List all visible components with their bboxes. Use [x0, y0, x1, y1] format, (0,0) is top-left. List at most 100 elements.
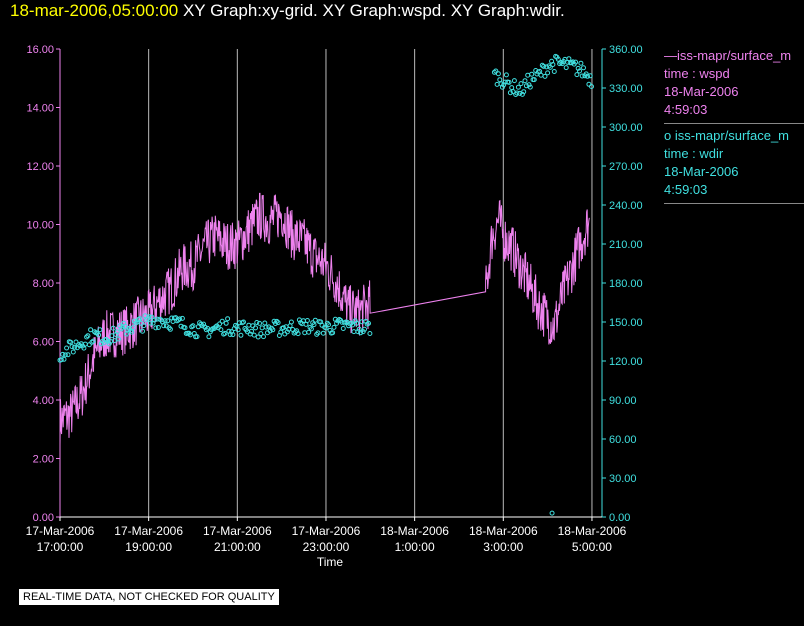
wdir-point — [88, 327, 94, 333]
wdir-point — [153, 325, 159, 331]
right-tick-label: 120.00 — [609, 356, 643, 368]
wdir-point — [538, 72, 544, 78]
right-tick-label: 0.00 — [609, 512, 630, 524]
wdir-point — [527, 84, 533, 90]
wdir-point — [230, 332, 236, 338]
x-tick-label-date: 17-Mar-2006 — [26, 524, 95, 538]
wdir-point — [284, 329, 290, 335]
wdir-point — [320, 330, 326, 336]
wdir-point — [326, 322, 332, 328]
wdir-point — [246, 322, 252, 328]
left-y-axis-wspd: 0.00 2.00 4.00 6.00 8.00 10.00 12.00 14.00 16.00 — [26, 44, 61, 524]
wdir-point — [331, 324, 337, 330]
wdir-point — [555, 56, 561, 62]
wdir-point — [249, 328, 254, 334]
wdir-point — [125, 327, 131, 333]
x-tick-label-time: 1:00:00 — [395, 540, 435, 554]
wdir-point — [261, 334, 266, 340]
wdir-point — [334, 320, 340, 326]
vertical-grid — [59, 49, 593, 517]
wdir-point — [367, 331, 373, 336]
legend-variable: time : wdir — [664, 146, 724, 161]
wdir-point — [122, 323, 128, 329]
wdir-point — [258, 331, 264, 337]
legend-entry-wspd: —iss-mapr/surface_m time : wspd 18-Mar-2… — [664, 47, 804, 124]
wdir-point — [259, 325, 265, 331]
x-tick-label-time: 5:00:00 — [572, 540, 612, 554]
wdir-point — [69, 344, 75, 350]
wdir-point — [129, 329, 135, 335]
wdir-point — [519, 91, 525, 97]
wdir-point — [509, 85, 515, 91]
wdir-point — [61, 356, 67, 362]
wdir-point — [350, 322, 356, 328]
right-tick-label: 60.00 — [609, 434, 637, 446]
wdir-point — [116, 336, 121, 342]
wdir-point — [255, 334, 261, 340]
wdir-point — [579, 73, 585, 79]
wdir-point — [112, 338, 117, 344]
wdir-point — [587, 73, 593, 79]
legend-variable: time : wspd — [664, 66, 730, 81]
right-tick-label: 30.00 — [609, 473, 637, 485]
wdir-point — [143, 317, 149, 323]
wdir-point — [84, 334, 90, 340]
wdir-point — [241, 319, 246, 325]
wdir-point — [573, 59, 579, 65]
wdir-point — [315, 330, 321, 336]
wdir-point — [495, 71, 501, 77]
wdir-point — [306, 329, 312, 335]
wdir-point — [521, 89, 527, 95]
wdir-point — [575, 65, 581, 71]
wdir-point — [550, 62, 556, 67]
wdir-point — [288, 319, 294, 325]
x-tick-label-date: 17-Mar-2006 — [203, 524, 272, 538]
wdir-point — [511, 78, 517, 84]
wdir-point — [97, 327, 103, 333]
wdir-point — [340, 326, 346, 331]
wdir-point — [73, 339, 79, 345]
left-tick-label: 0.00 — [33, 512, 54, 524]
wdir-point — [206, 334, 212, 340]
wdir-point — [358, 330, 364, 336]
wdir-point — [545, 70, 551, 76]
x-axis-title: Time — [317, 555, 344, 569]
timestamp: 18-mar-2006,05:00:00 — [10, 1, 179, 20]
x-tick-label-date: 18-Mar-2006 — [558, 524, 627, 538]
wdir-point — [262, 320, 268, 326]
quality-disclaimer: REAL-TIME DATA, NOT CHECKED FOR QUALITY — [19, 589, 279, 605]
left-tick-label: 8.00 — [33, 278, 54, 290]
wdir-point — [254, 320, 260, 325]
wdir-point — [312, 317, 318, 323]
wdir-point — [179, 315, 185, 321]
legend-series-name: iss-mapr/surface_m — [674, 128, 789, 143]
wdir-point — [257, 320, 262, 326]
wdir-point — [583, 71, 589, 77]
wdir-point — [165, 318, 171, 324]
wdir-point — [223, 320, 229, 326]
wdir-point — [295, 331, 301, 337]
wdir-point — [578, 60, 584, 66]
wdir-point — [90, 338, 96, 344]
wdir-point — [551, 69, 557, 74]
wdir-point — [525, 72, 531, 78]
legend-series-name: iss-mapr/surface_m — [677, 48, 792, 63]
wdir-point — [203, 327, 209, 333]
wdir-point — [518, 81, 524, 87]
wdir-point — [515, 84, 521, 90]
wdir-point — [517, 90, 523, 96]
wdir-point — [274, 318, 280, 324]
wdir-point — [323, 325, 329, 331]
wdir-point — [514, 90, 520, 96]
wdir-point — [130, 325, 136, 331]
wdir-point — [529, 71, 535, 77]
wdir-point — [494, 81, 500, 87]
wdir-point — [155, 325, 161, 330]
wdir-point — [177, 316, 183, 322]
legend-line-symbol: — — [664, 48, 677, 63]
right-tick-label: 270.00 — [609, 161, 643, 173]
x-tick-label-date: 17-Mar-2006 — [292, 524, 361, 538]
left-tick-label: 2.00 — [33, 454, 54, 466]
wdir-point — [225, 316, 231, 322]
